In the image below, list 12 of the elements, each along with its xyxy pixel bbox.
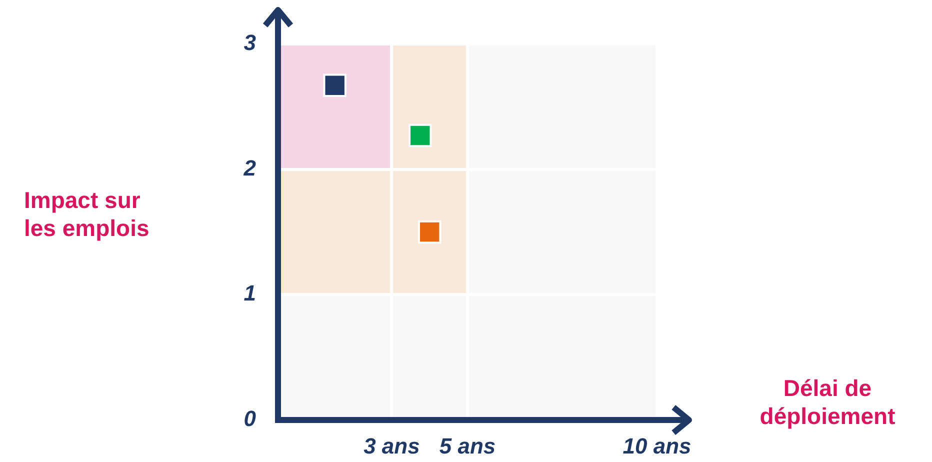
y-tick-label: 1 bbox=[244, 280, 256, 306]
y-tick-label: 2 bbox=[242, 155, 257, 180]
point bbox=[323, 74, 346, 97]
point bbox=[418, 220, 442, 244]
x-tick-label: 10 ans bbox=[622, 433, 692, 458]
point bbox=[408, 124, 432, 148]
x-tick-label: 5 ans bbox=[439, 433, 496, 458]
y-axis-title: Impact sur les emplois bbox=[24, 186, 150, 242]
x-axis-title: Délai de déploiement bbox=[758, 374, 896, 430]
y-tick-label: 3 bbox=[244, 30, 256, 56]
y-tick-label: 0 bbox=[244, 406, 257, 432]
x-tick-label: 3 ans bbox=[364, 433, 420, 458]
